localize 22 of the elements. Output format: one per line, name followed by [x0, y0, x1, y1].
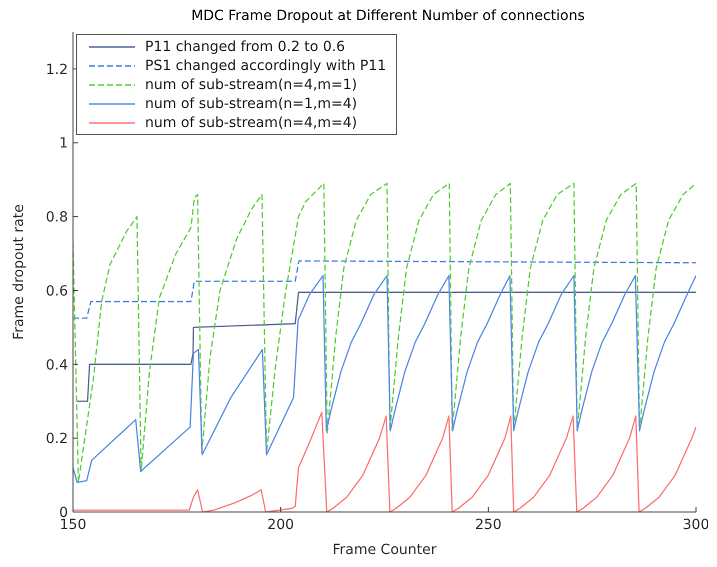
legend-label: PS1 changed accordingly with P11: [145, 58, 386, 74]
line-series: [76, 292, 696, 402]
y-axis-title: Frame dropout rate: [10, 204, 27, 340]
x-tick-label: 250: [474, 516, 502, 533]
y-tick-label: 0.4: [46, 357, 68, 374]
y-tick-label: 0.8: [46, 210, 68, 226]
chart-title: MDC Frame Dropout at Different Number of connections: [190, 8, 586, 26]
y-tick-label: 0.6: [46, 283, 68, 300]
legend-label: num of sub-stream(n=4,m=4): [145, 114, 358, 130]
legend-label: P11 changed from 0.2 to 0.6: [145, 38, 346, 54]
line-series: [73, 182, 696, 484]
line-series: [73, 260, 696, 319]
x-tick-label: 200: [267, 516, 294, 533]
legend-label: num of sub-stream(n=1,m=4): [145, 96, 358, 112]
y-tick-label: 0.2: [46, 431, 68, 448]
y-tick-label: 1.2: [46, 62, 68, 78]
x-tick-label: 300: [682, 516, 710, 533]
x-tick-label: 150: [60, 516, 86, 533]
line-series: [73, 275, 696, 484]
x-axis-title: Frame Counter: [332, 542, 437, 558]
legend-label: num of sub-stream(n=4,m=1): [145, 76, 358, 92]
y-tick-label: 1: [59, 136, 68, 152]
